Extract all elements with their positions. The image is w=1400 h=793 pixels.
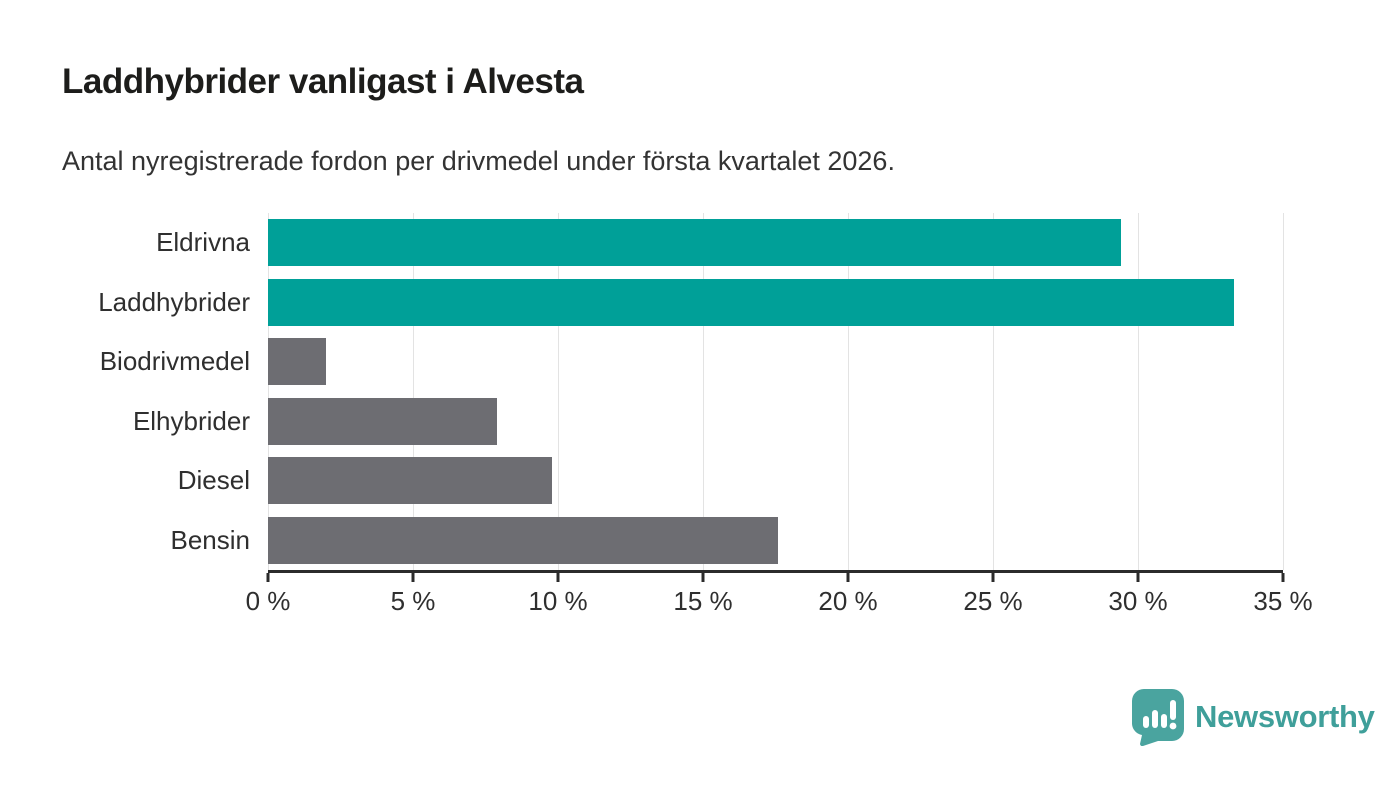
x-axis-tick-label: 35 % — [1253, 586, 1313, 616]
gridline — [1138, 213, 1139, 570]
gridline — [1283, 213, 1284, 570]
chart-title: Laddhybrider vanligast i Alvesta — [62, 62, 584, 101]
bar-elhybrider — [268, 397, 498, 445]
bar-diesel — [268, 457, 553, 505]
bar-row — [268, 392, 1283, 452]
y-axis-label: Bensin — [170, 524, 251, 555]
x-axis-tick-label: 10 % — [528, 586, 588, 616]
x-axis-tick — [1136, 573, 1140, 582]
bar-row — [268, 332, 1283, 392]
x-axis-tick-label: 0 % — [245, 586, 291, 616]
gridline — [848, 213, 849, 570]
x-axis-tick — [846, 573, 850, 582]
x-axis-tick — [266, 573, 270, 582]
bar-rows — [268, 213, 1283, 570]
gridline — [268, 213, 269, 570]
x-axis-tick-label: 25 % — [963, 586, 1023, 616]
bar-row — [268, 451, 1283, 511]
bar-row — [268, 273, 1283, 333]
x-axis-tick — [991, 573, 995, 582]
gridline — [413, 213, 414, 570]
x-axis-tick — [701, 573, 705, 582]
gridline — [703, 213, 704, 570]
plot-area — [268, 213, 1284, 573]
x-axis: 0 % 5 % 10 % 15 % 20 % 25 % 30 % 35 % — [246, 570, 1313, 620]
y-axis-label: Eldrivna — [156, 227, 250, 258]
bar-eldrivna — [268, 219, 1121, 267]
newsworthy-logo-icon — [1131, 688, 1185, 746]
x-axis-tick — [1281, 573, 1285, 582]
y-axis-label: Elhybrider — [132, 405, 250, 436]
x-axis-tick-label: 30 % — [1108, 586, 1168, 616]
x-axis-tick — [411, 573, 415, 582]
y-axis-label: Diesel — [177, 465, 250, 496]
bar-bensin — [268, 516, 779, 564]
y-axis-labels: Eldrivna Laddhybrider Biodrivmedel Elhybrid… — [0, 213, 250, 570]
bar-laddhybrider — [268, 278, 1234, 326]
x-axis-tick — [556, 573, 560, 582]
gridline — [558, 213, 559, 570]
y-axis-label: Laddhybrider — [98, 286, 250, 317]
bar-row — [268, 511, 1283, 571]
bar-row — [268, 213, 1283, 273]
x-axis-tick-label: 15 % — [673, 586, 733, 616]
gridline — [993, 213, 994, 570]
brand-footer: Newsworthy — [1131, 688, 1375, 746]
brand-name: Newsworthy — [1195, 699, 1375, 734]
chart-subtitle: Antal nyregistrerade fordon per drivmede… — [62, 146, 895, 176]
y-axis-label: Biodrivmedel — [99, 346, 250, 377]
x-axis-tick-label: 5 % — [390, 586, 436, 616]
x-axis-tick-label: 20 % — [818, 586, 878, 616]
bar-biodrivmedel — [268, 338, 326, 386]
